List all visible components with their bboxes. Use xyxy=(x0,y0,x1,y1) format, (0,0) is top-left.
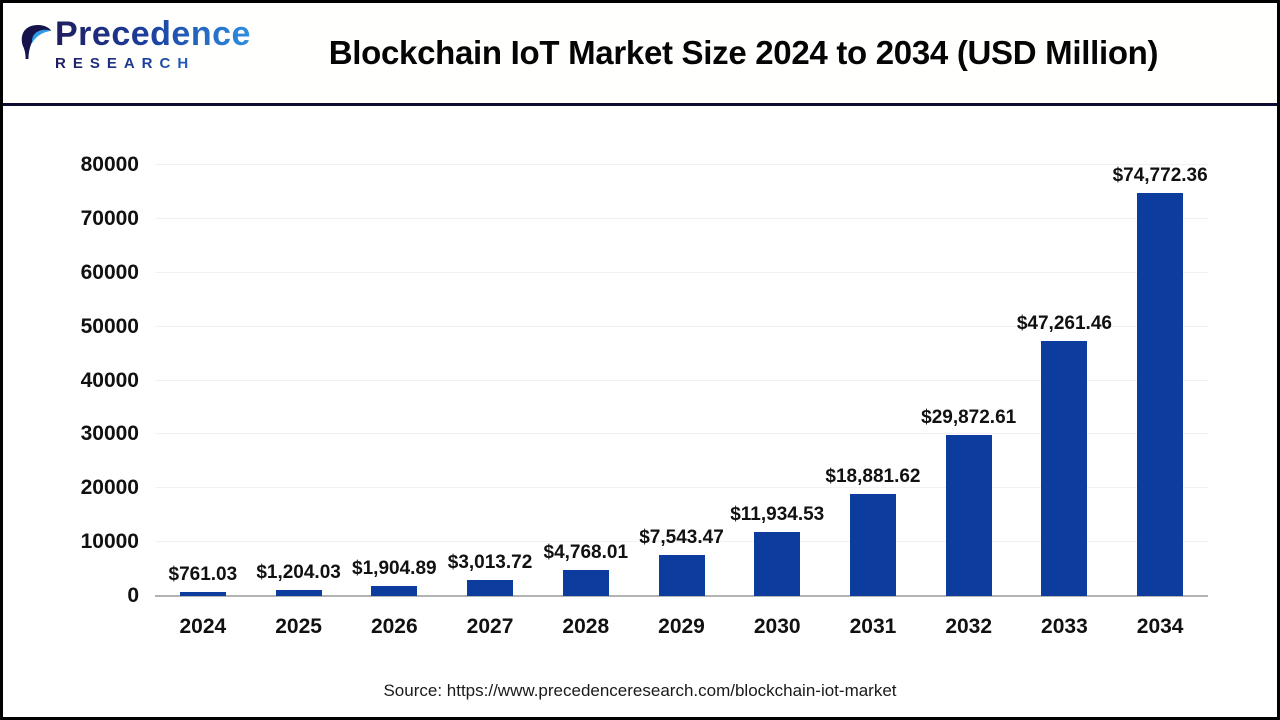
y-tick-label: 40000 xyxy=(80,368,139,392)
gridline xyxy=(155,541,1208,543)
bar-2027 xyxy=(467,579,514,596)
y-tick-label: 20000 xyxy=(80,476,139,500)
x-axis-line xyxy=(155,595,1208,597)
plot-area: $761.03 $1,204.03 $1,904.89 $3,013.72 $4,768… xyxy=(155,164,1208,597)
bar-value-label-2030: $11,934.53 xyxy=(730,503,825,525)
x-tick-label-2029: 2029 xyxy=(658,615,705,638)
bar-value-label-2024: $761.03 xyxy=(168,563,238,585)
gridline xyxy=(155,487,1208,489)
bar-2032 xyxy=(945,435,992,596)
x-tick-label-2031: 2031 xyxy=(849,615,897,638)
x-tick-label-2026: 2026 xyxy=(370,615,418,638)
y-axis-labels: 0 10000 20000 30000 40000 50000 60000 70000 8000… xyxy=(33,153,139,607)
y-tick-label: 60000 xyxy=(80,260,139,284)
gridline xyxy=(155,164,1208,165)
bar-value-label-2026: $1,904.89 xyxy=(352,557,437,579)
gridline xyxy=(155,433,1208,435)
x-tick-label-2032: 2032 xyxy=(945,615,993,638)
x-tick-label-2028: 2028 xyxy=(562,615,610,638)
x-tick-label-2034: 2034 xyxy=(1136,615,1184,638)
bar-value-label-2033: $47,261.46 xyxy=(1016,313,1112,335)
gridline xyxy=(155,325,1208,327)
bar-2028 xyxy=(562,570,609,596)
brand-leaf-icon xyxy=(21,25,52,59)
bar-value-label-2027: $3,013.72 xyxy=(447,551,533,573)
brand-name: Precedence xyxy=(55,15,251,53)
y-tick-label: 70000 xyxy=(80,206,139,230)
x-axis-labels: 2024 2025 2026 2027 2028 2029 2030 2031 2032 2033… xyxy=(155,615,1208,645)
bar-value-label-2029: $7,543.47 xyxy=(639,527,724,549)
y-tick-label: 80000 xyxy=(80,153,139,176)
bar-value-label-2032: $29,872.61 xyxy=(921,407,1017,429)
gridline xyxy=(155,271,1208,273)
brand-logo: Precedence RESEARCH xyxy=(19,16,251,74)
y-tick-label: 30000 xyxy=(80,422,139,446)
brand-subtitle: RESEARCH xyxy=(55,54,251,74)
x-tick-label-2033: 2033 xyxy=(1041,615,1088,638)
x-tick-label-2024: 2024 xyxy=(179,615,227,638)
bar-2031 xyxy=(849,494,896,596)
gridline xyxy=(155,217,1208,219)
gridline xyxy=(155,379,1208,381)
bar-2025 xyxy=(275,589,322,596)
y-tick-label: 50000 xyxy=(80,314,139,338)
chart-title: Blockchain IoT Market Size 2024 to 2034 … xyxy=(328,34,1159,71)
bar-2034 xyxy=(1137,193,1184,596)
y-tick-label: 0 xyxy=(127,584,139,607)
x-tick-label-2030: 2030 xyxy=(753,615,801,638)
x-tick-label-2027: 2027 xyxy=(466,615,514,638)
header-divider xyxy=(3,103,1277,106)
bar-2030 xyxy=(754,531,801,596)
y-tick-label: 10000 xyxy=(80,530,139,554)
x-tick-label-2025: 2025 xyxy=(275,615,322,638)
header: Precedence RESEARCH Blockchain IoT Marke… xyxy=(3,3,1277,103)
bar-2024 xyxy=(179,591,226,596)
bar-value-label-2031: $18,881.62 xyxy=(825,466,921,488)
brand-logo-text: Precedence RESEARCH xyxy=(55,16,251,74)
bar-value-label-2034: $74,772.36 xyxy=(1112,165,1208,187)
source-note: Source: https://www.precedenceresearch.c… xyxy=(383,681,897,700)
bar-2026 xyxy=(371,585,418,596)
bar-value-label-2028: $4,768.01 xyxy=(543,542,629,564)
bar-2033 xyxy=(1041,341,1088,596)
bar-value-label-2025: $1,204.03 xyxy=(256,561,341,583)
bar-2029 xyxy=(658,555,705,596)
